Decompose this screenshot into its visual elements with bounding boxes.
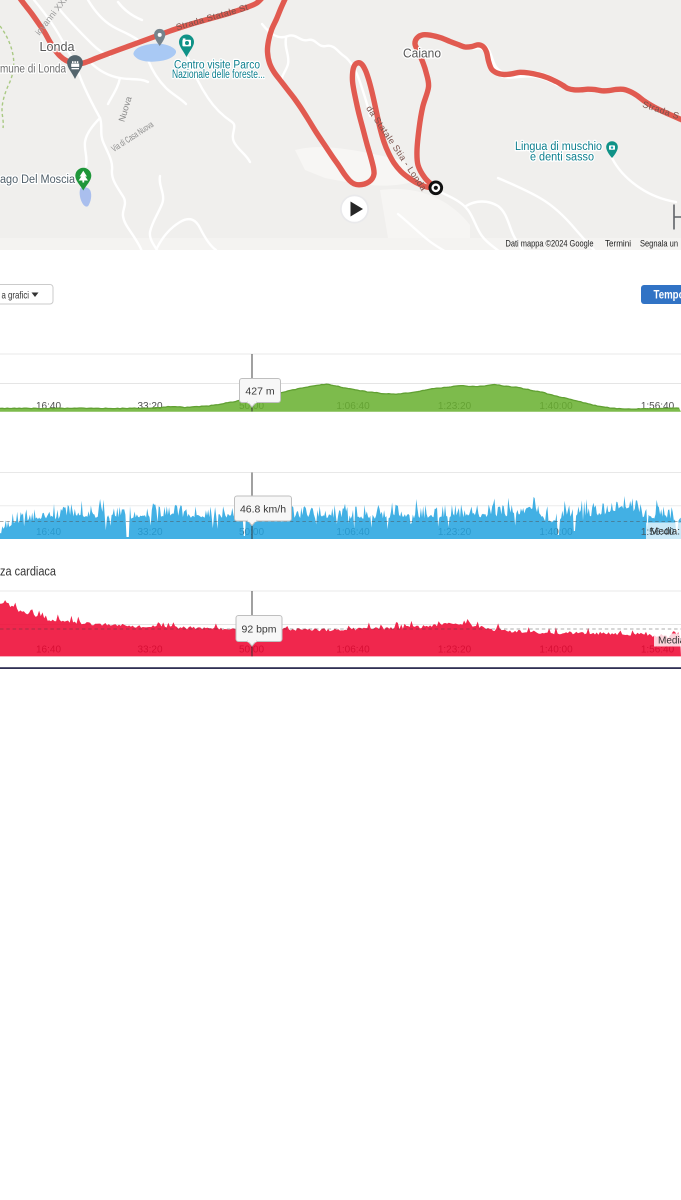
svg-text:Segnala un: Segnala un <box>640 239 678 250</box>
svg-text:Termini: Termini <box>605 239 631 250</box>
svg-text:za cardiaca: za cardiaca <box>0 565 56 579</box>
svg-text:Dati mappa ©2024 Google: Dati mappa ©2024 Google <box>506 239 594 250</box>
svg-text:ago Del Moscia: ago Del Moscia <box>0 174 76 186</box>
svg-text:Tempo: Tempo <box>654 288 681 302</box>
svg-text:46.8 km/h: 46.8 km/h <box>240 503 286 515</box>
svg-text:33:20: 33:20 <box>137 401 162 412</box>
svg-text:a grafici: a grafici <box>2 290 30 302</box>
svg-text:e denti sasso: e denti sasso <box>530 152 594 164</box>
svg-text:1:56:40: 1:56:40 <box>641 527 675 538</box>
svg-text:Lingua di muschio: Lingua di muschio <box>515 141 602 153</box>
svg-text:mune di Londa: mune di Londa <box>0 64 67 76</box>
svg-text:Media: Media <box>658 636 681 647</box>
svg-text:Londa: Londa <box>40 39 76 54</box>
svg-text:Media: 2: Media: 2 <box>650 527 681 538</box>
svg-text:1:56:40: 1:56:40 <box>641 401 675 412</box>
svg-text:Nazionale delle foreste...: Nazionale delle foreste... <box>172 69 265 81</box>
svg-text:Centro visite Parco: Centro visite Parco <box>174 60 260 72</box>
svg-text:16:40: 16:40 <box>36 401 61 412</box>
svg-text:92 bpm: 92 bpm <box>241 623 276 635</box>
svg-text:Caiano: Caiano <box>403 47 441 61</box>
svg-text:427 m: 427 m <box>245 385 274 397</box>
